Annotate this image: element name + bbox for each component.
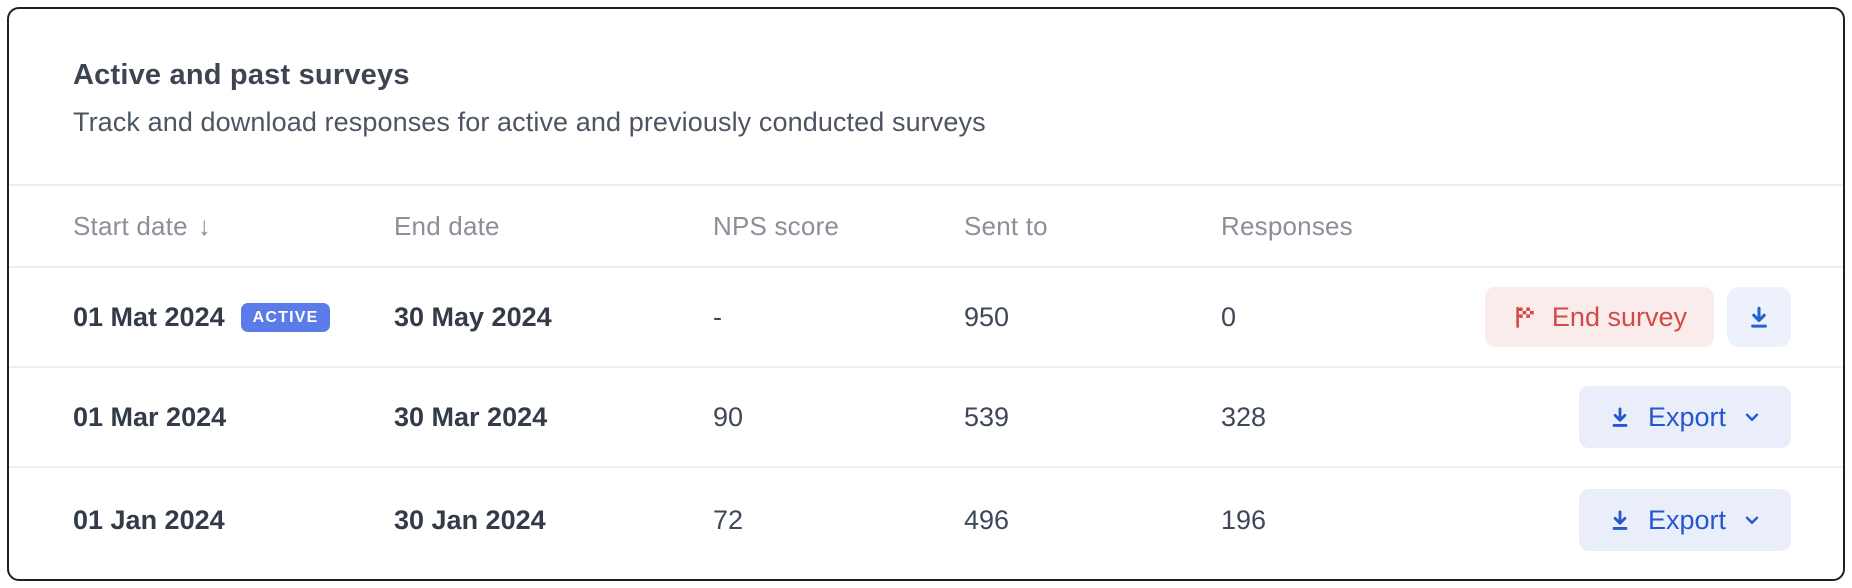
end-survey-button[interactable]: End survey: [1484, 287, 1714, 347]
chevron-down-icon: [1741, 509, 1763, 531]
column-header-end-date: End date: [394, 210, 500, 241]
sent-to-cell: 539: [964, 401, 1010, 432]
surveys-card: Active and past surveys Track and downlo…: [7, 7, 1845, 581]
start-date-cell: 01 Mat 2024 ACTIVE: [73, 302, 394, 333]
nps-score-cell: 90: [713, 401, 744, 432]
start-date-cell: 01 Mar 2024: [73, 401, 227, 432]
actions-cell: Export: [1481, 489, 1791, 551]
download-button[interactable]: [1727, 287, 1791, 347]
status-badge: ACTIVE: [240, 302, 331, 332]
column-header-label: Start date: [73, 210, 188, 241]
chevron-down-icon: [1741, 406, 1763, 428]
table-row-active-survey: 01 Mat 2024 ACTIVE 30 May 2024 - 950 0: [9, 268, 1843, 368]
end-date-cell: 30 Jan 2024: [394, 504, 546, 535]
end-survey-label: End survey: [1551, 301, 1687, 332]
column-header-start-date[interactable]: Start date ↓: [73, 211, 394, 242]
sent-to-cell: 496: [964, 504, 1010, 535]
table-row-past-survey: 01 Mar 2024 30 Mar 2024 90 539 328 Expor…: [9, 368, 1843, 468]
download-icon: [1745, 303, 1773, 331]
export-button[interactable]: Export: [1578, 386, 1791, 448]
start-date-value: 01 Mat 2024: [73, 301, 225, 332]
end-date-cell: 30 Mar 2024: [394, 401, 548, 432]
flag-icon: [1512, 304, 1538, 330]
surveys-table: Start date ↓ End date NPS score Sent to …: [9, 184, 1843, 572]
download-icon: [1607, 507, 1633, 533]
sort-descending-icon: ↓: [197, 210, 211, 241]
export-label: Export: [1647, 504, 1726, 535]
column-header-nps-score: NPS score: [713, 210, 840, 241]
card-header: Active and past surveys Track and downlo…: [9, 9, 1843, 138]
table-row-past-survey: 01 Jan 2024 30 Jan 2024 72 496 196 Expor…: [9, 468, 1843, 572]
page-subtitle: Track and download responses for active …: [73, 107, 986, 137]
actions-cell: End survey: [1481, 287, 1791, 347]
responses-cell: 0: [1221, 301, 1237, 332]
table-header-row: Start date ↓ End date NPS score Sent to …: [9, 184, 1843, 268]
nps-score-cell: -: [713, 301, 722, 332]
actions-cell: Export: [1481, 386, 1791, 448]
responses-cell: 328: [1221, 401, 1267, 432]
export-label: Export: [1647, 401, 1726, 432]
export-button[interactable]: Export: [1578, 489, 1791, 551]
column-header-sent-to: Sent to: [964, 210, 1048, 241]
page-title: Active and past surveys: [73, 59, 410, 91]
download-icon: [1607, 404, 1633, 430]
column-header-responses: Responses: [1221, 210, 1353, 241]
end-date-cell: 30 May 2024: [394, 301, 552, 332]
start-date-cell: 01 Jan 2024: [73, 504, 225, 535]
nps-score-cell: 72: [713, 504, 744, 535]
responses-cell: 196: [1221, 504, 1267, 535]
sent-to-cell: 950: [964, 301, 1010, 332]
